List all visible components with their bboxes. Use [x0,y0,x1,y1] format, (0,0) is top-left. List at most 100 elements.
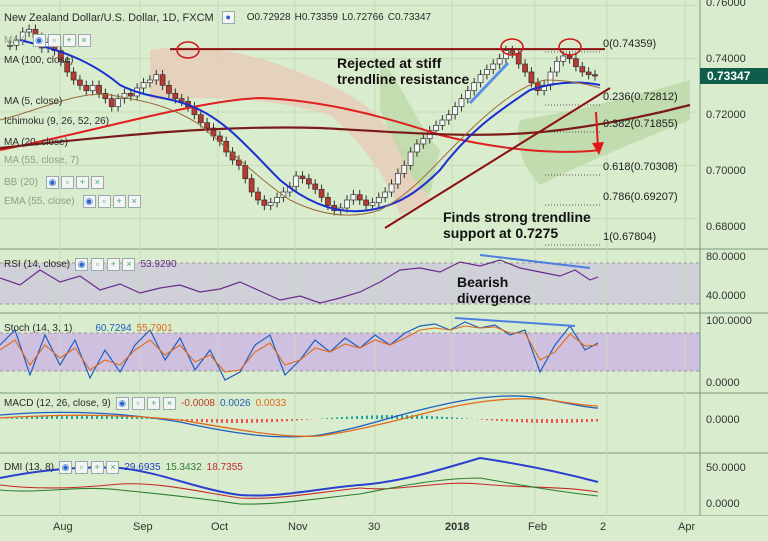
fib-level-label: 0.786(0.69207) [603,191,678,203]
macd-line [0,395,599,438]
add-icon[interactable]: + [75,176,89,189]
price-axis-label: 0.76000 [706,0,746,9]
dmi-value-minus: 18.7355 [206,462,243,473]
close-icon[interactable]: × [77,34,91,47]
annotation-bearish: divergence [457,290,531,306]
time-axis-label: Nov [288,521,308,533]
legend-ichimoku[interactable]: Ichimoku (9, 26, 52, 26) [4,116,109,127]
rsi-axis-label: 80.0000 [706,251,746,263]
add-icon[interactable]: + [62,34,76,47]
time-axis-label: Aug [53,521,73,533]
settings-icon[interactable]: ▫ [131,397,145,410]
legend-ma5[interactable]: MA (55, close, 7) [4,155,79,166]
add-icon[interactable]: + [90,461,104,474]
symbol-title: New Zealand Dollar/U.S. Dollar, 1D, FXCM [4,11,214,24]
visibility-icon[interactable]: ● [221,11,235,24]
ma-red-line [0,96,601,153]
dmi-title[interactable]: DMI (13, 8) ◉ ▫ + × 29.6935 15.3432 18.7… [4,461,243,474]
last-price-badge [700,68,768,84]
candle-body [553,60,560,73]
eye-icon[interactable]: ◉ [59,461,73,474]
candle-body [13,39,20,46]
candle-body [197,114,204,124]
legend-ma1[interactable]: MA ( ◉ ▫ + × [4,34,91,47]
candle-body [89,84,96,92]
eye-icon[interactable]: ◉ [32,34,46,47]
candle-body [140,82,147,89]
eye-icon[interactable]: ◉ [75,258,89,271]
price-axis-label: 0.74000 [706,53,746,65]
time-axis-label: Sep [133,521,153,533]
time-axis-label: 30 [368,521,380,533]
eye-icon[interactable]: ◉ [45,176,59,189]
ichimoku-cloud-red [150,47,430,215]
stoch-title[interactable]: Stoch (14, 3, 1) 60.7294 55.7901 [4,323,173,334]
legend-ma4[interactable]: MA (20, close) [4,137,68,148]
macd-value-macd: 0.0026 [219,398,251,409]
ma4-label: MA (20, close) [4,137,68,148]
candle-body [223,140,230,153]
close-icon[interactable]: × [163,397,177,410]
candle-body [573,58,579,68]
macd-title[interactable]: MACD (12, 26, close, 9) ◉ ▫ + × -0.0008 … [4,397,286,410]
close-icon[interactable]: × [127,195,141,208]
candle-body [70,71,77,81]
rejection-circle [500,38,524,56]
ma5-label: MA (55, close, 7) [4,155,80,166]
add-icon[interactable]: + [112,195,126,208]
candle-body [312,183,319,190]
annotation-bearish: Bearish [457,274,508,290]
close-icon[interactable]: × [106,461,120,474]
dmi-value-adx: 29.6935 [124,462,161,473]
candle-body [445,114,452,121]
settings-icon[interactable]: ▫ [60,176,74,189]
candle-body [306,178,312,185]
rsi-label: RSI (14, close) [4,259,71,270]
symbol-header: New Zealand Dollar/U.S. Dollar, 1D, FXCM… [4,11,431,24]
ma1-label: MA ( [4,35,25,46]
bb-label: BB (20) [4,177,38,188]
candle-body [452,106,458,116]
dmi-plus-line [0,477,599,505]
candle-body [115,98,121,108]
close-icon[interactable]: × [90,176,104,189]
candle-body [484,68,490,76]
eye-icon[interactable]: ◉ [82,195,96,208]
settings-icon[interactable]: ▫ [90,258,104,271]
dmi-axis-label: 50.0000 [706,462,746,474]
legend-bb[interactable]: BB (20) ◉ ▫ + × [4,176,104,189]
add-icon[interactable]: + [106,258,120,271]
candle-body [274,196,280,204]
candle-body [566,55,573,60]
candle-body [522,63,528,73]
macd-label: MACD (12, 26, close, 9) [4,398,111,409]
legend-ema[interactable]: EMA (55, close) ◉ ▫ + × [4,195,141,208]
close-icon[interactable]: × [122,258,136,271]
settings-icon[interactable]: ▫ [47,34,61,47]
candle-body [248,178,255,193]
candle-body [299,175,306,180]
candle-body [496,58,503,65]
dmi-value-plus: 15.3432 [165,462,202,473]
candle-body [420,138,427,145]
rsi-divergence-line [479,254,591,269]
ma-blue-line [19,39,601,213]
eye-icon[interactable]: ◉ [115,397,129,410]
legend-ma2[interactable]: MA (100, close) [4,55,73,66]
settings-icon[interactable]: ▫ [74,461,88,474]
candle-body [172,92,179,100]
ohlc-open: O0.72928 [246,12,291,23]
candle-body [407,151,414,166]
candle-body [178,98,185,102]
legend-ma3[interactable]: MA (5, close) [4,96,62,107]
add-icon[interactable]: + [147,397,161,410]
fib-level-label: 0.382(0.71855) [603,118,678,130]
settings-icon[interactable]: ▫ [97,195,111,208]
last-price-label: 0.73347 [707,69,751,83]
candle-body [375,196,382,204]
rsi-controls: ◉ ▫ + × [75,258,136,271]
rsi-title[interactable]: RSI (14, close) ◉ ▫ + × 53.9290 [4,258,177,271]
rsi-axis-label: 40.0000 [706,290,746,302]
